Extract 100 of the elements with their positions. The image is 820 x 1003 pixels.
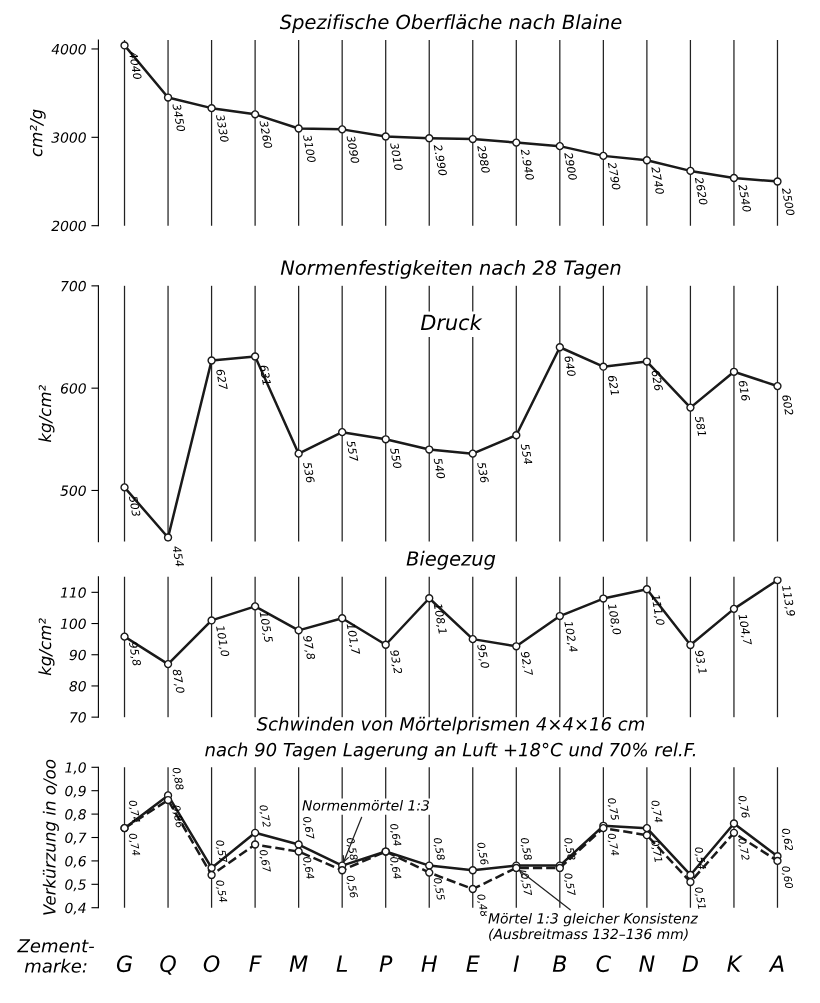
data-label: 108,0 <box>606 603 622 636</box>
data-label: 3330 <box>215 113 229 143</box>
data-label: 0,55 <box>432 877 446 901</box>
data-label: 3450 <box>172 103 186 132</box>
x-tick-label: K <box>727 955 743 972</box>
y-tick-label: 90 <box>69 649 86 661</box>
chart-title: Schwinden von Mörtelprismen 4×4×16 cm <box>256 716 645 735</box>
data-label: 2790 <box>607 161 621 191</box>
data-label: 2740 <box>651 165 665 195</box>
y-axis-title: kg/cm² <box>38 385 55 443</box>
data-label: 0,67 <box>258 849 272 874</box>
data-label: 0,57 <box>563 872 576 897</box>
data-label: 108,1 <box>432 603 448 634</box>
y-tick-label: 0,4 <box>65 902 86 915</box>
data-label: 2900 <box>564 151 578 181</box>
data-label: 554 <box>520 443 533 465</box>
data-label: 0,72 <box>258 804 271 828</box>
data-label: 0,71 <box>650 839 663 863</box>
annotation: Druck <box>420 314 483 331</box>
data-label: 2620 <box>694 176 708 206</box>
data-label: 2980 <box>477 144 491 174</box>
data-label: 557 <box>346 440 359 463</box>
data-label: 640 <box>564 355 576 377</box>
data-label: 0,74 <box>127 832 141 857</box>
y-tick-label: 70 <box>70 712 86 723</box>
x-tick-label: O <box>203 955 220 973</box>
y-tick-label: 0,6 <box>65 855 86 868</box>
data-label: 0,64 <box>388 823 402 847</box>
data-label: 92,7 <box>519 651 534 677</box>
y-tick-label: 3000 <box>51 132 86 143</box>
data-label: 0,58 <box>519 837 533 861</box>
data-label: 101,0 <box>214 625 230 658</box>
annotation: Mörtel 1:3 gleicher Konsistenz (Ausbreitmass 132–136 mm) <box>488 912 698 941</box>
y-tick-label: 0,9 <box>65 785 86 798</box>
y-tick-label: 0,7 <box>65 832 87 845</box>
chart-subtitle: nach 90 Tagen Lagerung an Luft +18°C und 70% rel.F. <box>205 742 696 760</box>
data-label: 95,8 <box>127 641 142 667</box>
data-label: 3090 <box>346 134 360 164</box>
data-label: 0,72 <box>737 837 750 861</box>
data-label: 0,88 <box>171 767 184 791</box>
data-label: 2.940 <box>520 148 535 181</box>
y-tick-label: 500 <box>60 485 86 496</box>
data-label: 0,51 <box>693 886 707 910</box>
x-tick-label: A <box>768 955 784 972</box>
data-label: 503 <box>128 495 141 517</box>
data-label: 87,0 <box>171 668 185 694</box>
data-label: 93,1 <box>693 649 707 674</box>
data-label: 0,56 <box>475 842 489 866</box>
data-label: 536 <box>302 461 315 484</box>
data-label: 93,2 <box>388 649 403 675</box>
chart-title: Spezifische Oberfläche nach Blaine <box>279 14 622 34</box>
annotation: Normenmörtel 1:3 <box>302 799 429 811</box>
data-label: 0,64 <box>301 856 315 880</box>
data-label: 95,0 <box>476 643 490 669</box>
y-tick-label: 0,8 <box>65 809 86 821</box>
y-tick-label: 2000 <box>51 220 86 232</box>
y-tick-label: 100 <box>60 618 86 630</box>
x-tick-label: M <box>289 955 308 972</box>
x-tick-label: N <box>639 955 655 972</box>
x-tick-label: Q <box>160 955 176 975</box>
data-label: 3010 <box>390 142 404 171</box>
y-tick-label: 4000 <box>51 43 86 55</box>
y-axis-title: cm²/g <box>29 109 46 157</box>
y-axis-title: kg/cm² <box>38 618 55 676</box>
data-label: 0,67 <box>301 816 315 841</box>
data-label: 621 <box>607 375 620 396</box>
chart-title: Biegezug <box>406 550 496 570</box>
data-label: 626 <box>651 369 664 392</box>
data-label: 627 <box>216 368 228 391</box>
data-label: 0,62 <box>780 827 794 852</box>
data-label: 0,86 <box>171 804 184 829</box>
data-label: 0,64 <box>388 856 402 880</box>
y-tick-label: 0,5 <box>65 879 86 892</box>
x-tick-label: C <box>596 955 612 973</box>
data-label: 97,8 <box>301 635 316 661</box>
chart-title: Normenfestigkeiten nach 28 Tagen <box>280 259 621 279</box>
x-tick-label: E <box>466 955 480 972</box>
x-tick-label: D <box>682 955 698 972</box>
y-tick-label: 700 <box>61 280 86 292</box>
data-label: 0,57 <box>214 839 228 864</box>
data-label: 0,75 <box>606 797 620 821</box>
data-label: 0,56 <box>345 875 359 899</box>
x-tick-label: L <box>336 955 348 972</box>
data-label: 0,58 <box>432 837 446 861</box>
data-label: 2540 <box>738 183 752 213</box>
data-label: 631 <box>259 364 272 385</box>
data-label: 3100 <box>302 134 317 163</box>
data-label: 0,58 <box>345 837 359 861</box>
data-label: 0,74 <box>606 832 620 857</box>
data-label: 540 <box>433 457 446 480</box>
x-tick-label: F <box>249 955 262 972</box>
x-tick-label: G <box>116 955 133 973</box>
data-label: 2.990 <box>433 143 448 177</box>
data-label: 102,4 <box>563 620 578 653</box>
data-label: 3260 <box>259 119 273 149</box>
data-label: 536 <box>477 461 489 484</box>
x-axis-title: Zement- marke: <box>17 939 95 973</box>
data-label: 581 <box>694 415 707 436</box>
y-axis-title: Verkürzung in o/oo <box>42 759 59 915</box>
data-label: 4040 <box>128 51 142 80</box>
